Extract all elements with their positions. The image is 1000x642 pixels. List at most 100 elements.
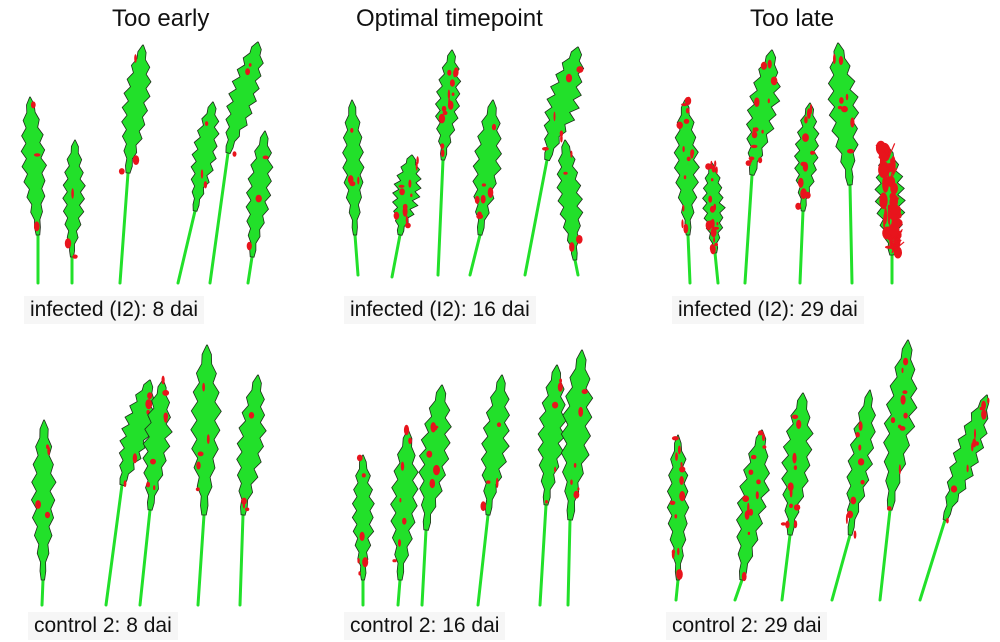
infection-patch xyxy=(838,56,844,65)
wheat-spike xyxy=(30,419,57,607)
infection-patch xyxy=(132,453,138,464)
infection-patch xyxy=(748,156,755,161)
wheat-spike xyxy=(793,102,820,285)
wheat-spike-body xyxy=(121,44,152,174)
infection-patch xyxy=(71,188,74,199)
infection-patch xyxy=(429,478,436,489)
wheat-spike-body xyxy=(673,99,700,236)
infection-patch xyxy=(358,571,361,576)
wheat-stem xyxy=(878,508,892,602)
infection-patch xyxy=(573,490,580,499)
wheat-stem xyxy=(246,255,254,285)
wheat-awn xyxy=(891,230,903,244)
infection-patch xyxy=(890,417,896,424)
infection-patch xyxy=(242,501,246,509)
wheat-spike xyxy=(418,384,452,607)
infection-patch xyxy=(712,226,720,230)
wheat-awn xyxy=(888,219,892,236)
infection-patch xyxy=(767,98,770,104)
infection-patch xyxy=(682,146,685,153)
infection-patch xyxy=(979,406,984,411)
infection-patch xyxy=(676,121,683,129)
wheat-spike xyxy=(236,374,267,607)
infection-patch xyxy=(33,153,41,157)
infection-patch xyxy=(153,485,156,491)
wheat-stem xyxy=(196,513,206,607)
infection-patch xyxy=(833,53,836,65)
wheat-spike-body xyxy=(556,139,584,261)
infection-patch xyxy=(161,375,165,385)
infection-patch xyxy=(495,477,499,488)
infection-patch xyxy=(570,150,573,158)
infection-patch xyxy=(680,462,683,467)
infection-patch xyxy=(552,401,559,409)
infection-patch xyxy=(679,491,686,502)
infection-patch xyxy=(966,464,969,473)
wheat-spike xyxy=(20,96,47,285)
wheat-spike xyxy=(556,139,584,277)
infection-patch xyxy=(408,437,412,445)
wheat-stem xyxy=(476,513,490,607)
wheat-spike xyxy=(62,139,86,285)
infection-patch xyxy=(200,169,204,179)
infection-patch xyxy=(804,116,808,124)
infection-patch xyxy=(134,54,137,63)
infection-patch xyxy=(350,128,354,133)
wheat-spike-body xyxy=(342,99,365,236)
wheat-awn xyxy=(885,143,890,160)
infection-patch xyxy=(357,176,360,185)
infection-patch xyxy=(841,105,848,113)
infection-patch xyxy=(232,151,237,157)
infection-patch xyxy=(789,503,793,508)
infection-patch xyxy=(750,454,757,460)
infection-patch xyxy=(554,466,557,473)
infection-patch xyxy=(447,89,451,100)
wheat-stem xyxy=(238,513,245,607)
wheat-spike xyxy=(918,394,990,602)
infection-patch xyxy=(405,215,409,225)
label-control-8dai: control 2: 8 dai xyxy=(28,612,178,640)
wheat-awn xyxy=(887,143,896,159)
infection-patch xyxy=(392,559,397,563)
infection-patch xyxy=(971,442,974,452)
infection-patch xyxy=(447,69,452,76)
infection-patch xyxy=(581,389,588,395)
infection-patch xyxy=(674,514,678,519)
infection-patch xyxy=(671,436,679,441)
infection-patch xyxy=(132,155,140,165)
infection-patch xyxy=(747,531,751,535)
infection-patch xyxy=(715,166,718,174)
infection-patch xyxy=(946,517,949,524)
wheat-spike xyxy=(434,49,462,277)
infection-patch xyxy=(682,205,685,212)
infection-patch xyxy=(705,163,712,170)
infection-patch xyxy=(480,501,487,512)
column-title-optimal-timepoint: Optimal timepoint xyxy=(356,5,543,32)
infection-patch xyxy=(793,465,798,471)
panel-infected-8dai xyxy=(20,41,274,285)
wheat-spike xyxy=(351,454,375,607)
wheat-stem xyxy=(118,171,130,285)
infection-patch xyxy=(565,73,573,83)
infection-patch xyxy=(557,382,563,392)
wheat-spike xyxy=(476,374,510,607)
wheat-spike xyxy=(208,41,264,285)
infection-patch xyxy=(576,235,583,244)
wheat-spike-body xyxy=(351,454,375,581)
panel-infected-29dai xyxy=(673,42,906,285)
infection-patch xyxy=(890,155,896,175)
infection-patch xyxy=(845,93,849,101)
infection-patch xyxy=(676,569,683,580)
infection-patch xyxy=(123,480,127,488)
infection-patch xyxy=(146,481,151,488)
infection-patch xyxy=(46,444,49,449)
infection-patch xyxy=(837,105,843,110)
wheat-spike xyxy=(523,46,585,277)
infection-patch xyxy=(44,511,51,519)
wheat-spike-body xyxy=(736,429,770,581)
wheat-stem xyxy=(208,151,230,285)
wheat-stem xyxy=(780,533,792,602)
infection-patch xyxy=(800,161,807,167)
infection-patch xyxy=(889,192,897,201)
infection-patch xyxy=(716,222,719,226)
